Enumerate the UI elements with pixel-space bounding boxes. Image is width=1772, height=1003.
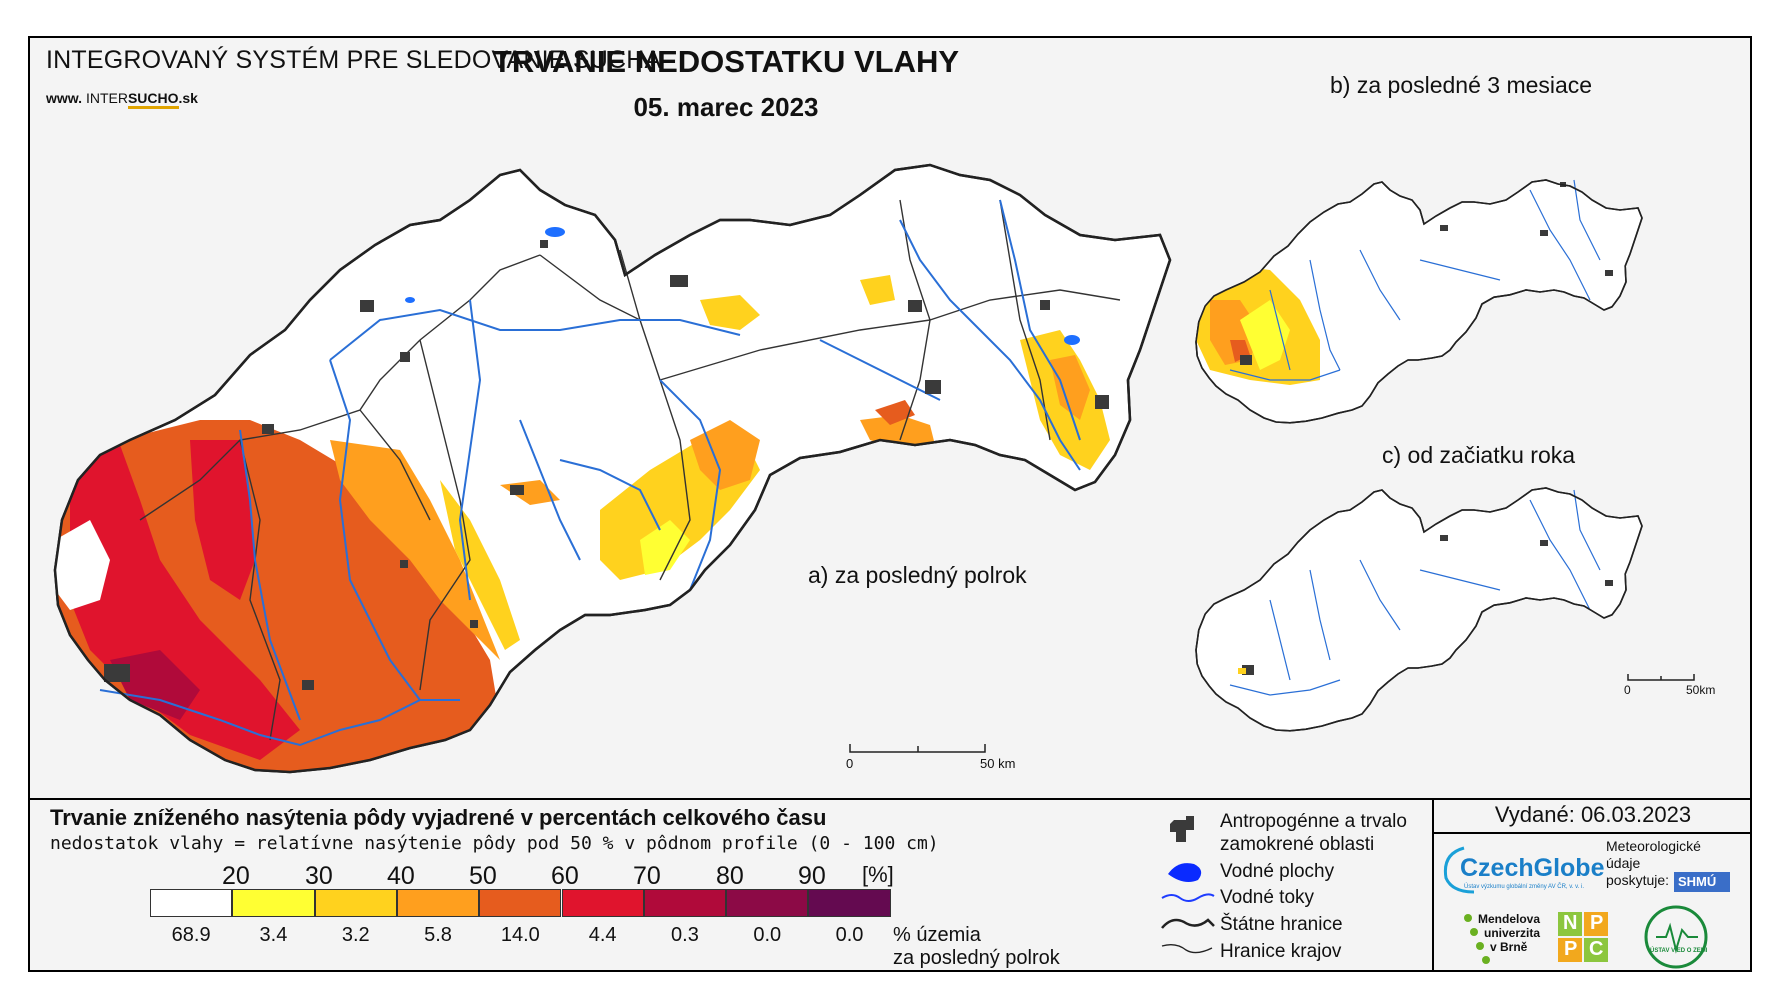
legend-class-value: 3.2 [341, 924, 370, 946]
map-title: TRVANIE NEDOSTATKU VLAHY [492, 44, 960, 79]
legend-class-swatch [396, 889, 480, 917]
legend-class-swatch [808, 889, 891, 917]
legend-class-value: 0.0 [753, 924, 782, 946]
urban-symbol-icon [1170, 816, 1194, 842]
uvz-logo-icon [1644, 905, 1708, 969]
pct-label-2: za posledný polrok [893, 947, 1060, 969]
shmu-logo-icon [1674, 872, 1730, 892]
shmu-text: SHMÚ [1678, 874, 1717, 889]
logos-svg [1443, 846, 1730, 969]
urban-label-2: zamokrené oblasti [1220, 834, 1375, 855]
legend-class-value: 68.9 [171, 924, 211, 946]
threshold-label: 40 [387, 862, 415, 890]
panel-b-label: b) za posledné 3 mesiace [1330, 72, 1593, 98]
scalebar-main-start: 0 [846, 756, 854, 771]
pct-label-1: % územia [893, 924, 981, 946]
rivers-b [1229, 179, 1601, 381]
threshold-label: 20 [222, 862, 250, 890]
rivers-main [99, 199, 1081, 747]
www-sucho: SUCHO [127, 90, 179, 109]
threshold-label: 70 [633, 862, 661, 890]
legend-title: Trvanie zníženého nasýtenia pôdy vyjadre… [50, 805, 827, 830]
mendel-text-1: Mendelova [1478, 912, 1541, 926]
legend-class-value: 5.8 [424, 924, 452, 946]
nppc-n: N [1563, 912, 1578, 934]
uvz-text: ÚSTAV VIED O ZEMI [1650, 948, 1708, 954]
river-symbol-icon [1161, 893, 1215, 902]
legend-class-swatch [479, 889, 562, 917]
threshold-label: 60 [551, 862, 579, 890]
threshold-label: 90 [798, 862, 826, 890]
rivers-c [1229, 489, 1601, 696]
legend-unit: [%] [862, 862, 894, 887]
rivers-label: Vodné toky [1220, 887, 1315, 908]
meteo-text-1: Meteorologické [1606, 838, 1701, 854]
logos-panel: CzechGlobe Ústav výzkumu globální změny … [1432, 834, 1752, 972]
legend-class-value: 14.0 [500, 924, 540, 946]
legend-class-value: 4.4 [588, 924, 617, 946]
legend-class-swatch [314, 889, 397, 917]
slovakia-outline-c [1195, 487, 1643, 732]
scalebar-main-end: 50 km [980, 756, 1016, 771]
issued-date: Vydané: 06.03.2023 [1432, 798, 1752, 834]
panel-a-label: a) za posledný polrok [808, 562, 1027, 588]
czechglobe-arc-icon [1443, 846, 1475, 894]
state-border-label: Štátne hranice [1220, 914, 1343, 935]
meteo-text-3: poskytuje: [1606, 872, 1670, 888]
legend-class-swatch [726, 889, 809, 917]
legend-class-value: 3.4 [259, 924, 288, 946]
legend-class-value: 0.0 [835, 924, 864, 946]
drought-fill-b [1196, 265, 1320, 385]
state-border-symbol-icon [1161, 918, 1215, 929]
mendel-text-3: v Brně [1490, 940, 1528, 954]
map-b [1195, 179, 1643, 424]
legend-class-swatch [150, 889, 233, 917]
nppc-p2: P [1564, 938, 1578, 960]
nppc-p1: P [1590, 912, 1604, 934]
scalebar-small-end: 50km [1686, 683, 1716, 697]
scalebar-small [1627, 674, 1695, 681]
czechglobe-logo-text: CzechGlobe [1460, 854, 1605, 882]
map-date: 05. marec 2023 [633, 92, 819, 122]
water-bodies-main [405, 227, 1080, 345]
map-c [1195, 487, 1643, 732]
urban-areas-main [104, 240, 1109, 690]
website-link[interactable]: www. INTERSUCHO.sk [46, 90, 198, 109]
threshold-label: 30 [305, 862, 333, 890]
system-title: INTEGROVANÝ SYSTÉM PRE SLEDOVANIE SUCHA [46, 46, 662, 74]
urban-areas-c [1242, 535, 1613, 675]
threshold-label: 80 [716, 862, 744, 890]
scalebar-main [849, 744, 986, 753]
water-body-symbol-icon [1168, 863, 1202, 882]
water-bodies-label: Vodné plochy [1220, 861, 1335, 882]
map-title-wrap: TRVANIE NEDOSTATKU VLAHY [0, 44, 1772, 80]
mendel-text-2: univerzita [1484, 926, 1541, 940]
legend-class-swatch [232, 889, 315, 917]
legend-class-value: 0.3 [671, 924, 699, 946]
main-map [53, 163, 1172, 774]
panel-c-label: c) od začiatku roka [1382, 442, 1576, 468]
www-prefix: www. [46, 90, 83, 106]
drought-spot-c [1238, 668, 1246, 674]
map-date-wrap: 05. marec 2023 [0, 92, 1772, 123]
bottom-separator [28, 798, 1752, 800]
region-borders-main [139, 199, 1121, 741]
meteo-text-2: údaje [1606, 855, 1641, 871]
legend-subtitle: nedostatok vlahy = relatívne nasýtenie p… [50, 833, 939, 854]
czechglobe-sub: Ústav výzkumu globální změny AV ČR, v. v… [1464, 884, 1585, 890]
urban-label-1: Antropogénne a trvalo [1220, 811, 1407, 832]
region-border-symbol-icon [1161, 943, 1213, 954]
threshold-label: 50 [469, 862, 497, 890]
www-suffix: .sk [178, 90, 198, 106]
symbol-legend-graphics [1161, 816, 1215, 954]
scalebar-small-start: 0 [1624, 683, 1631, 697]
www-inter: INTER [85, 90, 128, 106]
legend-class-swatch [561, 889, 644, 917]
region-border-label: Hranice krajov [1220, 941, 1342, 962]
legend-class-swatch [643, 889, 727, 917]
nppc-c: C [1589, 938, 1604, 960]
